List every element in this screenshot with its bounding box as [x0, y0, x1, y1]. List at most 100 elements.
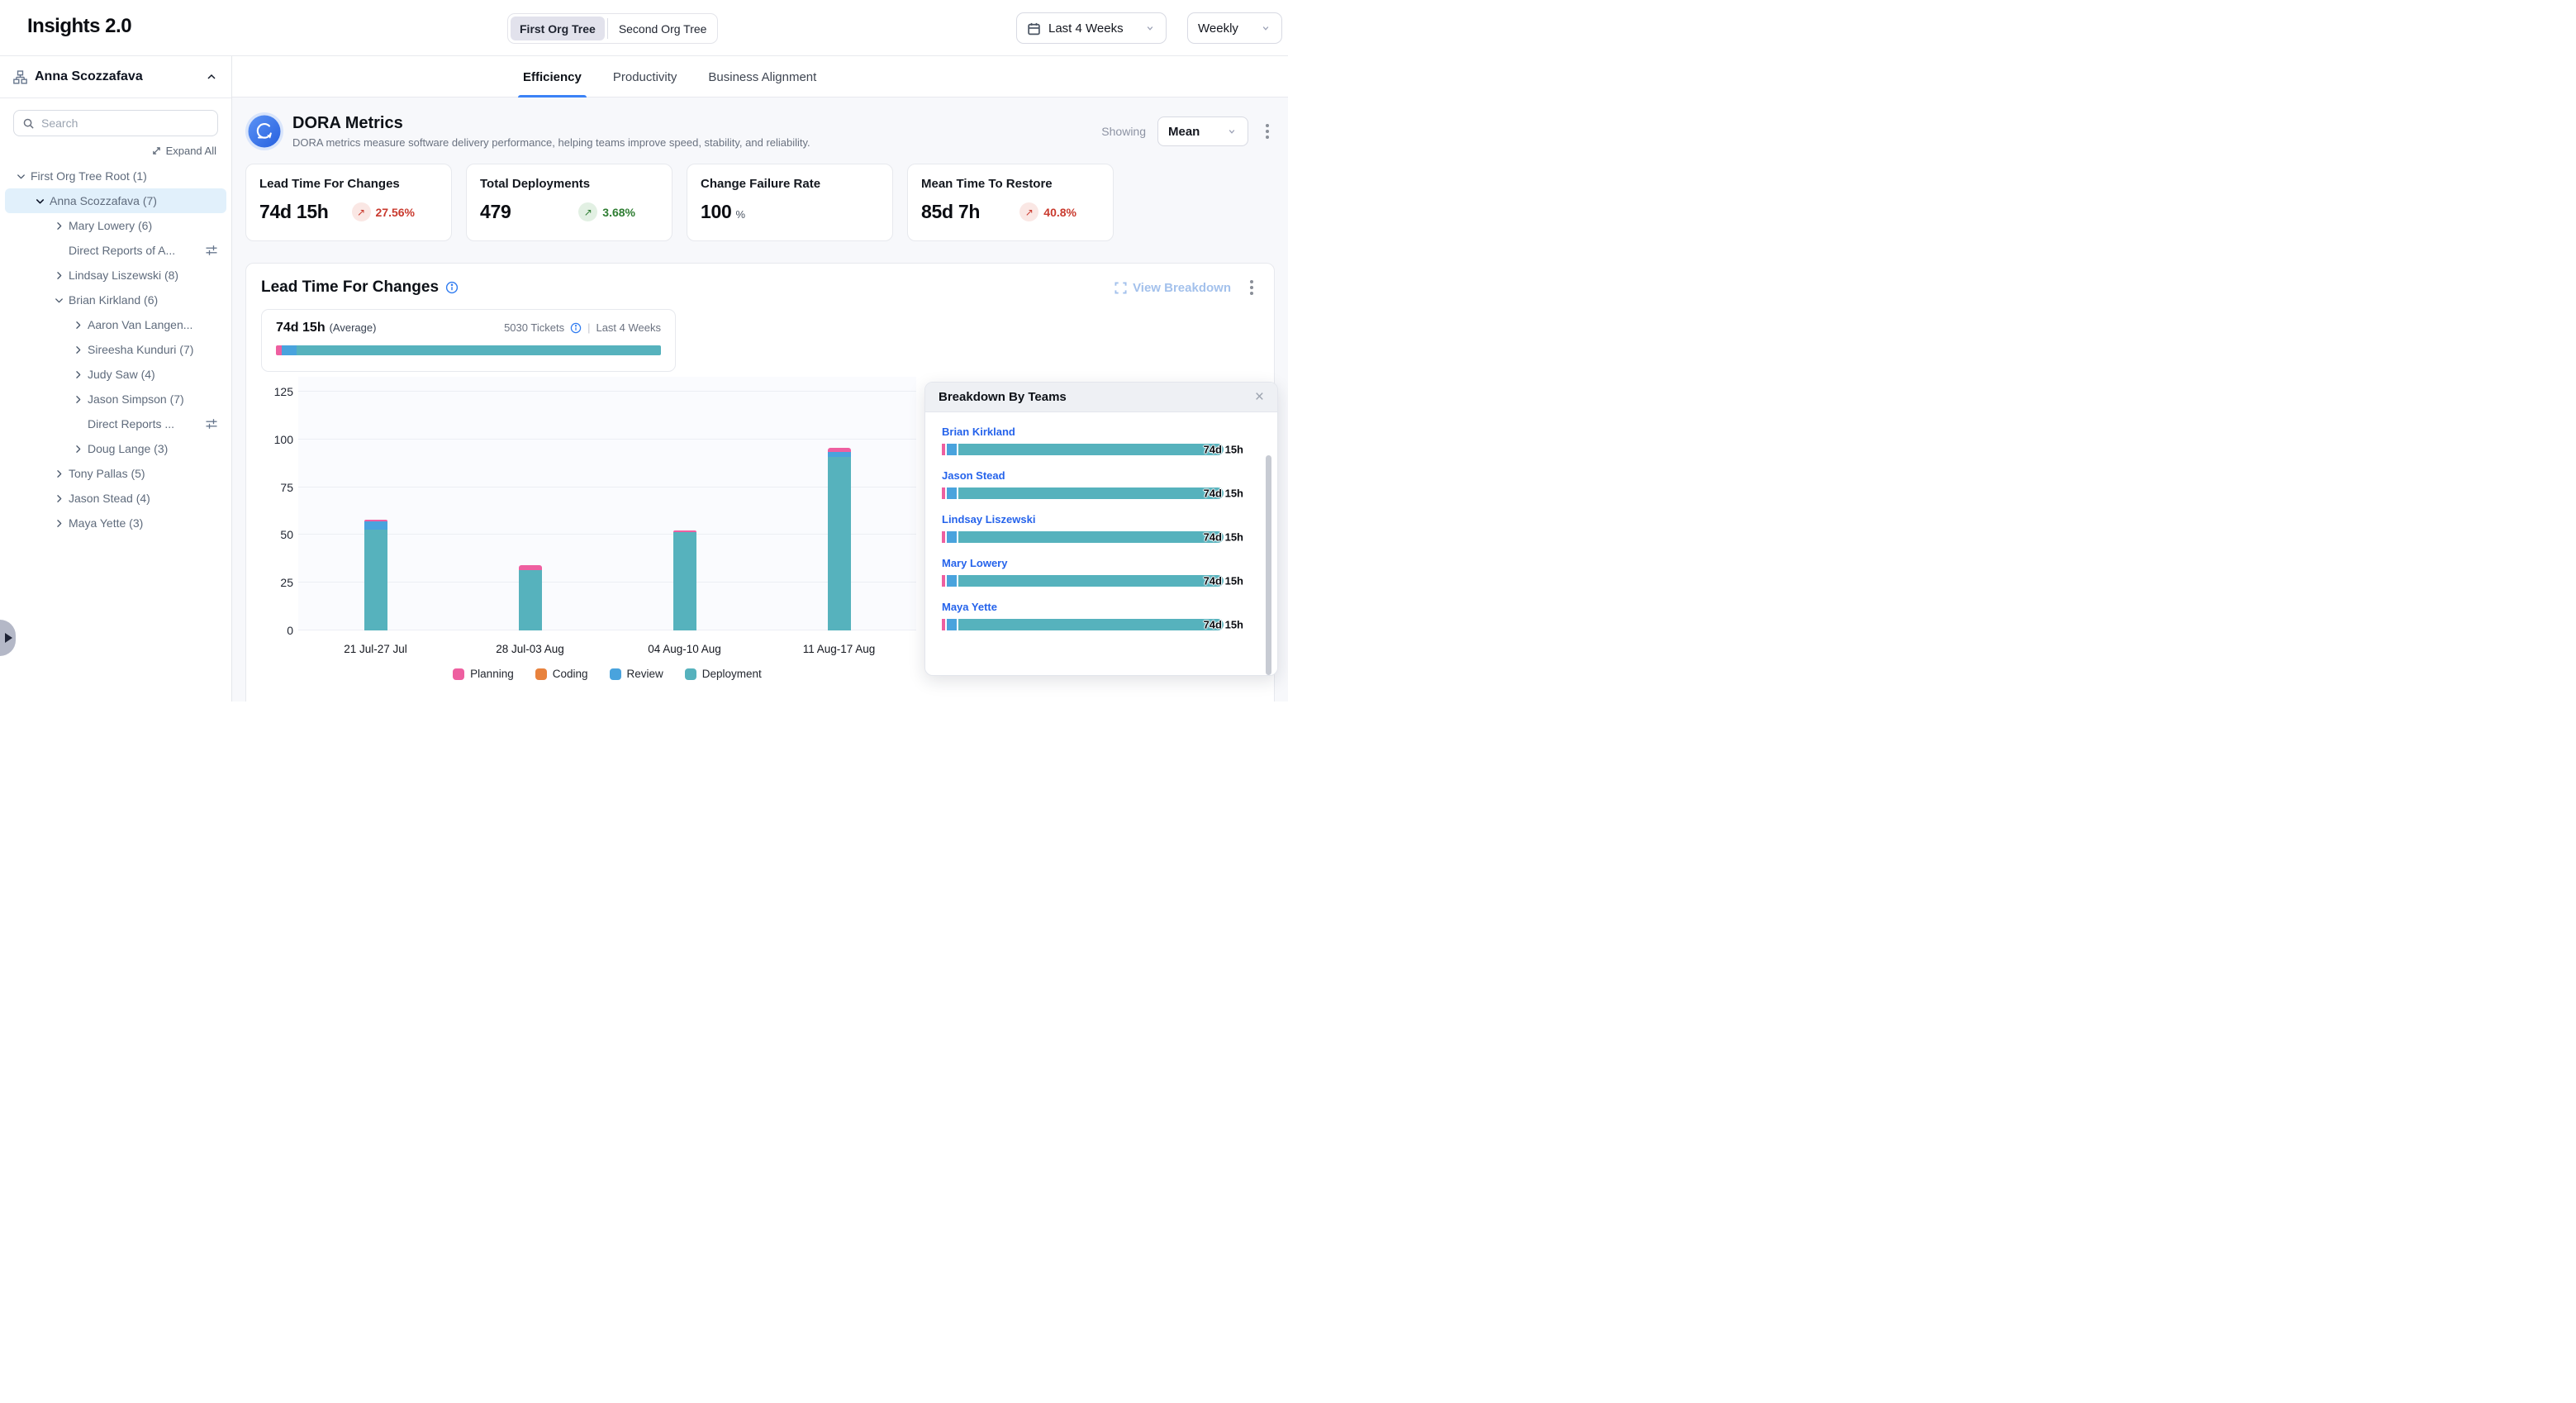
team-phase-bar: 74d 15h: [942, 531, 1240, 543]
bar-segment-review[interactable]: [828, 452, 851, 457]
dora-metrics-icon: [245, 112, 283, 150]
team-name-link[interactable]: Lindsay Liszewski: [942, 513, 1261, 526]
tree-item[interactable]: Judy Saw (4): [5, 362, 226, 387]
tree-item[interactable]: Jason Simpson (7): [5, 387, 226, 411]
team-bar-deployment: [958, 619, 1224, 630]
team-name-link[interactable]: Mary Lowery: [942, 557, 1261, 569]
chevron-down-icon: [1144, 22, 1156, 34]
legend-swatch: [535, 668, 547, 680]
average-suffix: (Average): [330, 321, 377, 334]
bar-segment-review[interactable]: [364, 521, 387, 530]
insights-page: Insights 2.0 First Org TreeSecond Org Tr…: [0, 0, 1288, 702]
tab-efficiency[interactable]: Efficiency: [513, 56, 592, 97]
chevron-right-icon[interactable]: [51, 491, 66, 506]
chart-legend: PlanningCodingReviewDeployment: [298, 668, 916, 680]
scrollbar-thumb[interactable]: [1266, 455, 1271, 675]
tree-item-label: Maya Yette (3): [69, 516, 143, 530]
tree-item[interactable]: Maya Yette (3): [5, 511, 226, 535]
tree-item[interactable]: Jason Stead (4): [5, 486, 226, 511]
info-icon[interactable]: [445, 281, 459, 294]
dora-kebab-menu[interactable]: [1260, 121, 1275, 142]
chevron-down-icon: [1260, 22, 1271, 34]
tree-item[interactable]: Direct Reports of A...: [5, 238, 226, 263]
filter-sliders-icon[interactable]: [205, 244, 218, 257]
avg-bar-segment-review: [282, 345, 297, 355]
info-icon[interactable]: [570, 322, 582, 334]
view-breakdown-button[interactable]: View Breakdown: [1115, 281, 1231, 295]
chevron-down-icon[interactable]: [51, 292, 66, 307]
tab-business-alignment[interactable]: Business Alignment: [698, 56, 826, 97]
chevron-right-icon[interactable]: [70, 441, 85, 456]
team-bar-planning: [942, 531, 945, 543]
chevron-right-icon[interactable]: [70, 392, 85, 407]
date-range-select[interactable]: Last 4 Weeks: [1016, 12, 1167, 44]
tree-item-label: Direct Reports ...: [88, 417, 174, 430]
granularity-select[interactable]: Weekly: [1187, 12, 1282, 44]
team-phase-bar: 74d 15h: [942, 575, 1240, 587]
team-bar-review: [947, 619, 957, 630]
bar-segment-planning[interactable]: [673, 530, 696, 532]
trend-badge: ↗3.68%: [578, 202, 635, 221]
bar-segment-deployment[interactable]: [828, 457, 851, 630]
dora-section-title: DORA Metrics: [292, 114, 810, 133]
metric-card-value: 100: [701, 201, 731, 223]
chevron-down-icon[interactable]: [13, 169, 28, 183]
team-phase-bar: 74d 15h: [942, 444, 1240, 455]
breakdown-team-row: Jason Stead74d 15h: [942, 469, 1261, 499]
chevron-up-icon[interactable]: [205, 70, 218, 83]
team-name-link[interactable]: Maya Yette: [942, 601, 1261, 613]
team-name-link[interactable]: Brian Kirkland: [942, 426, 1261, 438]
sidebar-person-header[interactable]: Anna Scozzafava: [0, 56, 231, 98]
chevron-right-icon[interactable]: [70, 342, 85, 357]
bar-segment-deployment[interactable]: [673, 532, 696, 630]
org-toggle-option[interactable]: First Org Tree: [511, 17, 605, 40]
avg-bar-segment-planning: [276, 345, 282, 355]
chevron-right-icon[interactable]: [51, 466, 66, 481]
bar-segment-deployment[interactable]: [364, 530, 387, 630]
trend-percent: 27.56%: [376, 206, 415, 219]
chevron-right-icon[interactable]: [51, 516, 66, 530]
bar-segment-deployment[interactable]: [519, 570, 542, 630]
bar-segment-planning[interactable]: [364, 520, 387, 521]
tree-item[interactable]: Lindsay Liszewski (8): [5, 263, 226, 288]
bar-segment-planning[interactable]: [519, 565, 542, 570]
chevron-right-icon[interactable]: [70, 317, 85, 332]
bar-segment-planning[interactable]: [828, 448, 851, 452]
tree-item[interactable]: Direct Reports ...: [5, 411, 226, 436]
chevron-down-icon[interactable]: [32, 193, 47, 208]
x-axis-tick-label: 04 Aug-10 Aug: [607, 643, 762, 655]
tree-item[interactable]: Doug Lange (3): [5, 436, 226, 461]
chevron-right-icon[interactable]: [70, 367, 85, 382]
org-toggle-option[interactable]: Second Org Tree: [608, 14, 718, 43]
tickets-count: 5030 Tickets: [504, 321, 564, 334]
lead-time-kebab-menu[interactable]: [1244, 277, 1259, 298]
expand-all-button[interactable]: Expand All: [151, 145, 216, 157]
tree-item[interactable]: Brian Kirkland (6): [5, 288, 226, 312]
aggregation-select[interactable]: Mean: [1157, 117, 1248, 146]
team-bar-planning: [942, 575, 945, 587]
search-input[interactable]: [41, 117, 209, 130]
x-axis-tick-label: 11 Aug-17 Aug: [762, 643, 916, 655]
tree-item[interactable]: Tony Pallas (5): [5, 461, 226, 486]
tree-item-label: First Org Tree Root (1): [31, 169, 147, 183]
tree-item[interactable]: Mary Lowery (6): [5, 213, 226, 238]
chevron-right-icon[interactable]: [51, 218, 66, 233]
close-icon[interactable]: ×: [1255, 389, 1264, 405]
tree-item-label: Doug Lange (3): [88, 442, 168, 455]
tab-productivity[interactable]: Productivity: [603, 56, 687, 97]
dora-section-description: DORA metrics measure software delivery p…: [292, 136, 810, 149]
y-axis-tick-label: 125: [262, 385, 293, 398]
team-bar-planning: [942, 444, 945, 455]
chevron-right-icon[interactable]: [51, 268, 66, 283]
breakdown-panel-title: Breakdown By Teams: [939, 390, 1067, 404]
tree-item[interactable]: First Org Tree Root (1): [5, 164, 226, 188]
legend-swatch: [610, 668, 621, 680]
team-name-link[interactable]: Jason Stead: [942, 469, 1261, 482]
tree-item[interactable]: Anna Scozzafava (7): [5, 188, 226, 213]
tree-item[interactable]: Sireesha Kunduri (7): [5, 337, 226, 362]
chart-gridline: [298, 439, 916, 440]
filter-sliders-icon[interactable]: [205, 417, 218, 430]
chart-gridline: [298, 391, 916, 392]
tree-item[interactable]: Aaron Van Langen...: [5, 312, 226, 337]
tree-item-label: Judy Saw (4): [88, 368, 155, 381]
